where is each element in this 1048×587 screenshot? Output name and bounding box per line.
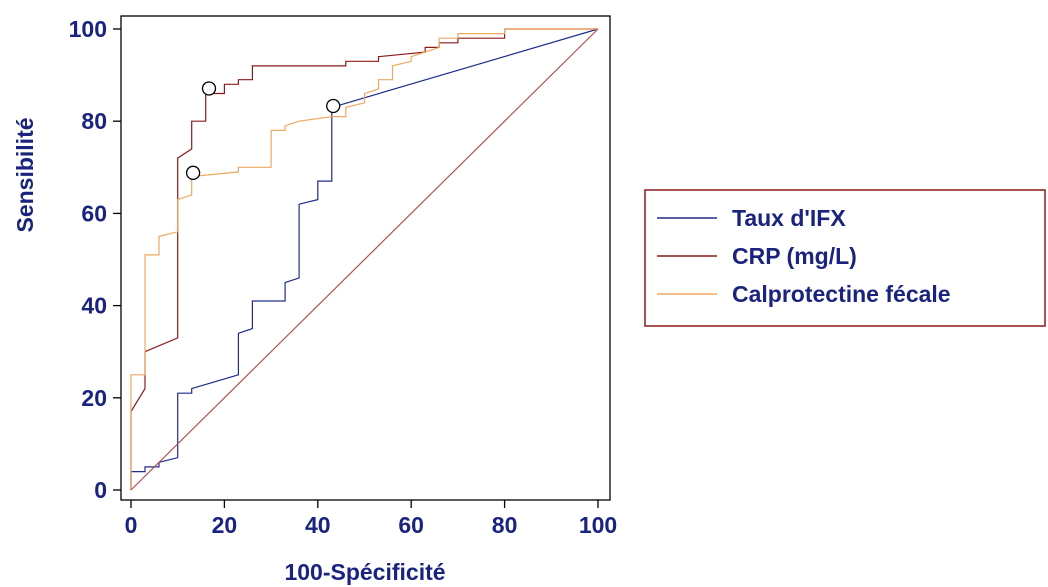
series-line-calprotectine-f-cale xyxy=(130,28,598,490)
cutoff-marker xyxy=(201,81,217,96)
legend-box xyxy=(644,189,1046,327)
x-tick-label: 20 xyxy=(212,512,238,538)
y-tick-label: 20 xyxy=(81,385,107,411)
y-tick-label: 60 xyxy=(81,200,107,226)
legend-label: Taux d'IFX xyxy=(732,205,846,231)
cutoff-marker xyxy=(185,165,201,180)
plot-frame xyxy=(120,15,611,501)
legend-label: Calprotectine fécale xyxy=(732,281,951,307)
axes xyxy=(113,15,611,508)
tick-labels: 0 20 40 60 80 100 0 20 40 60 80 100 xyxy=(69,16,618,538)
y-tick-label: 0 xyxy=(94,477,107,503)
x-tick-label: 40 xyxy=(305,512,331,538)
legend: Taux d'IFX CRP (mg/L) Calprotectine fécale xyxy=(644,189,1046,327)
x-tick-label: 100 xyxy=(579,512,617,538)
y-axis-title: Sensibilité xyxy=(12,117,38,232)
legend-label: CRP (mg/L) xyxy=(732,243,857,269)
reference-diagonal-line xyxy=(130,28,599,491)
plot-marks xyxy=(130,28,599,491)
y-tick-label: 80 xyxy=(81,108,107,134)
x-tick-label: 80 xyxy=(492,512,518,538)
y-tick-label: 100 xyxy=(69,16,107,42)
x-tick-label: 0 xyxy=(125,512,138,538)
y-tick-label: 40 xyxy=(81,293,107,319)
x-axis-title: 100-Spécificité xyxy=(284,559,445,585)
x-tick-label: 60 xyxy=(398,512,424,538)
cutoff-marker xyxy=(326,98,341,114)
